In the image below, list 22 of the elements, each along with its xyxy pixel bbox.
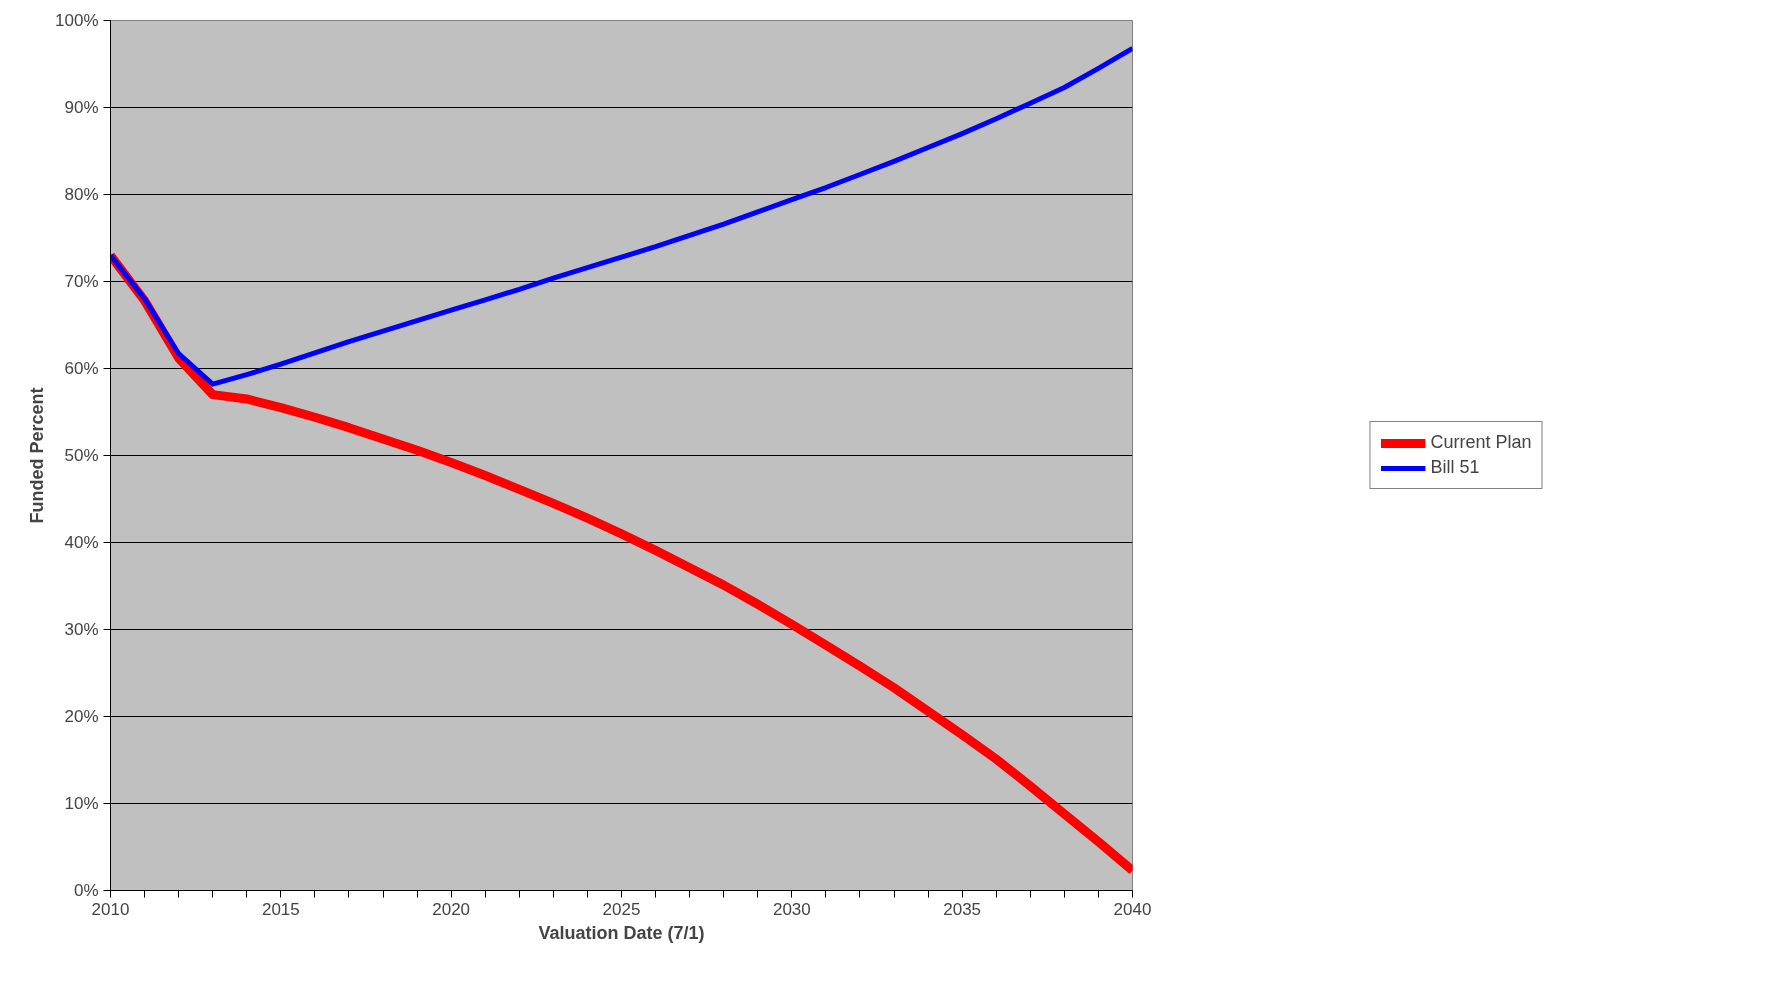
legend-label: Current Plan (1430, 432, 1532, 453)
x-tick-label: 2035 (943, 899, 982, 919)
y-tick-label: 100% (55, 11, 99, 30)
x-tick-label: 2040 (1113, 899, 1152, 919)
x-tick-label: 2015 (261, 899, 300, 919)
x-tick-label: 2010 (91, 899, 130, 919)
y-tick-label: 50% (64, 446, 99, 465)
y-tick-label: 70% (64, 272, 99, 291)
y-tick-label: 40% (64, 533, 99, 552)
x-axis-title: Valuation Date (7/1) (538, 922, 705, 943)
x-tick-label: 2020 (432, 899, 471, 919)
y-tick-label: 90% (64, 98, 99, 117)
y-tick-label: 20% (64, 707, 99, 726)
x-tick-label: 2025 (602, 899, 641, 919)
y-tick-label: 10% (64, 794, 99, 813)
y-tick-label: 60% (64, 359, 99, 378)
y-tick-label: 0% (73, 881, 99, 900)
y-axis-title: Funded Percent (27, 387, 48, 524)
y-tick-label: 30% (64, 620, 99, 639)
y-tick-label: 80% (64, 185, 99, 204)
x-tick-label: 2030 (772, 899, 811, 919)
legend-label: Bill 51 (1430, 457, 1480, 478)
